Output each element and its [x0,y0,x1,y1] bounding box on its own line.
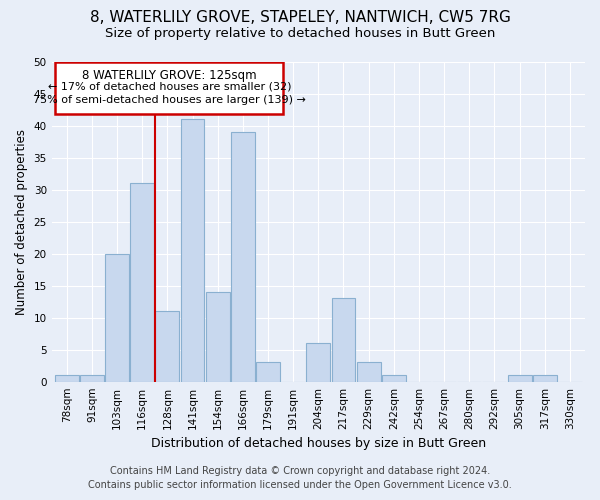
Bar [508,376,532,382]
Text: 75% of semi-detached houses are larger (139) →: 75% of semi-detached houses are larger (… [33,95,306,105]
Bar [382,376,406,382]
FancyBboxPatch shape [55,62,283,114]
Bar [332,298,355,382]
Bar [533,376,557,382]
Bar [307,344,330,382]
Bar [181,119,205,382]
Bar [206,292,230,382]
X-axis label: Distribution of detached houses by size in Butt Green: Distribution of detached houses by size … [151,437,486,450]
Text: Contains HM Land Registry data © Crown copyright and database right 2024.
Contai: Contains HM Land Registry data © Crown c… [88,466,512,490]
Bar [80,376,104,382]
Bar [155,311,179,382]
Text: 8, WATERLILY GROVE, STAPELEY, NANTWICH, CW5 7RG: 8, WATERLILY GROVE, STAPELEY, NANTWICH, … [89,10,511,25]
Text: 8 WATERLILY GROVE: 125sqm: 8 WATERLILY GROVE: 125sqm [82,69,257,82]
Bar [256,362,280,382]
Bar [231,132,255,382]
Bar [356,362,380,382]
Bar [130,183,154,382]
Text: ← 17% of detached houses are smaller (32): ← 17% of detached houses are smaller (32… [47,82,291,92]
Text: Size of property relative to detached houses in Butt Green: Size of property relative to detached ho… [105,28,495,40]
Bar [105,254,129,382]
Bar [55,376,79,382]
Y-axis label: Number of detached properties: Number of detached properties [15,128,28,314]
